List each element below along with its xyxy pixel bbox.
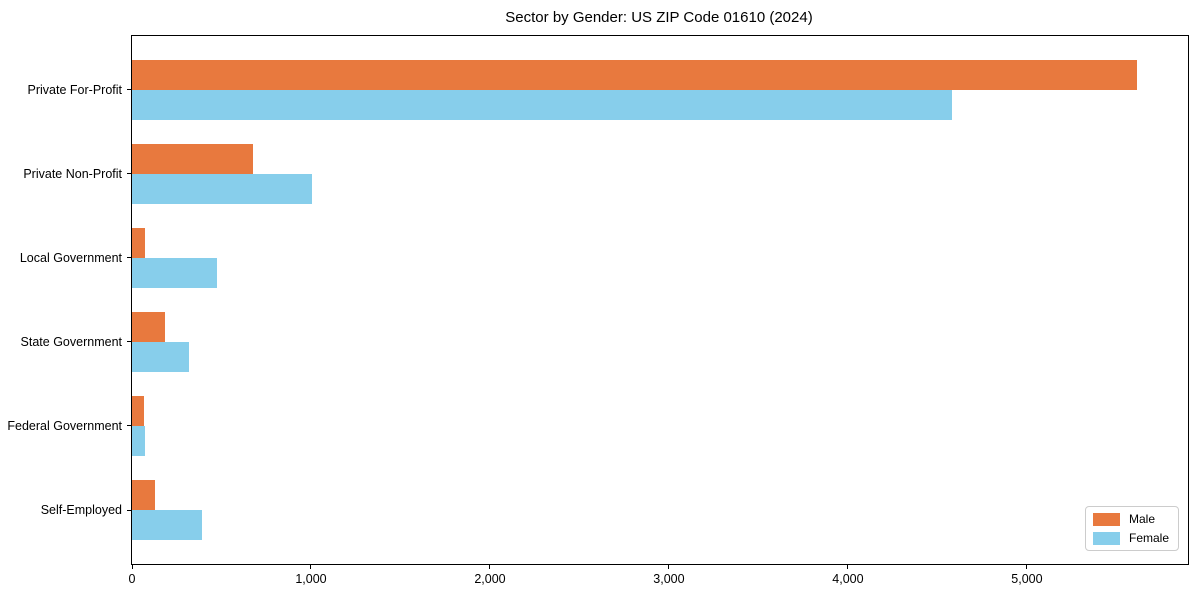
x-axis-tick-label: 4,000 <box>832 572 864 586</box>
bar-female-3 <box>132 341 189 372</box>
x-axis-tick <box>668 565 670 569</box>
legend-entry-male: Male <box>1092 512 1169 526</box>
y-axis-tick <box>127 341 131 343</box>
x-axis-tick <box>1026 565 1028 569</box>
plot-area: Male Female Private For-Profit Private Non… <box>7 35 1189 586</box>
legend-swatch-male <box>1092 512 1120 526</box>
legend-entry-female: Female <box>1092 531 1169 545</box>
bar-male-5 <box>132 480 156 510</box>
bar-female-4 <box>132 425 145 456</box>
legend: Male Female <box>1084 506 1179 551</box>
y-axis-tick <box>127 173 131 175</box>
legend-swatch-female <box>1092 531 1120 545</box>
y-axis-tick <box>127 425 131 427</box>
y-axis-category-label: Self-Employed <box>40 503 122 517</box>
y-axis-tick <box>127 509 131 511</box>
x-axis-tick-label: 1,000 <box>295 572 327 586</box>
bar-female-2 <box>132 257 218 288</box>
bar-female-0 <box>132 89 952 120</box>
y-axis-category-label: Local Government <box>19 250 122 265</box>
bar-male-0 <box>132 59 1137 90</box>
bar-female-1 <box>132 173 312 204</box>
chart-title: Sector by Gender: US ZIP Code 01610 (202… <box>505 9 813 26</box>
bar-male-3 <box>132 311 166 342</box>
x-axis-tick <box>847 565 849 569</box>
y-axis-tick <box>127 89 131 90</box>
x-axis-tick-label: 0 <box>128 572 136 586</box>
legend-label-female: Female <box>1128 531 1169 545</box>
x-axis-tick <box>310 565 312 569</box>
x-axis-tick-label: 5,000 <box>1011 572 1043 586</box>
x-axis-tick-label: 3,000 <box>653 572 685 586</box>
bar-male-4 <box>132 395 144 426</box>
x-axis-tick-label: 2,000 <box>474 572 506 586</box>
bar-male-1 <box>132 143 253 174</box>
bar-male-2 <box>132 227 146 258</box>
x-axis-tick <box>131 565 133 569</box>
y-axis-tick <box>127 257 131 259</box>
x-axis-tick <box>489 565 491 569</box>
legend-label-male: Male <box>1128 512 1155 526</box>
y-axis-category-label: Private Non-Profit <box>23 166 122 181</box>
y-axis-category-label: State Government <box>20 334 122 349</box>
y-axis-category-label: Private For-Profit <box>27 82 122 97</box>
y-axis-category-label: Federal Government <box>7 418 122 433</box>
bar-female-5 <box>132 510 203 540</box>
